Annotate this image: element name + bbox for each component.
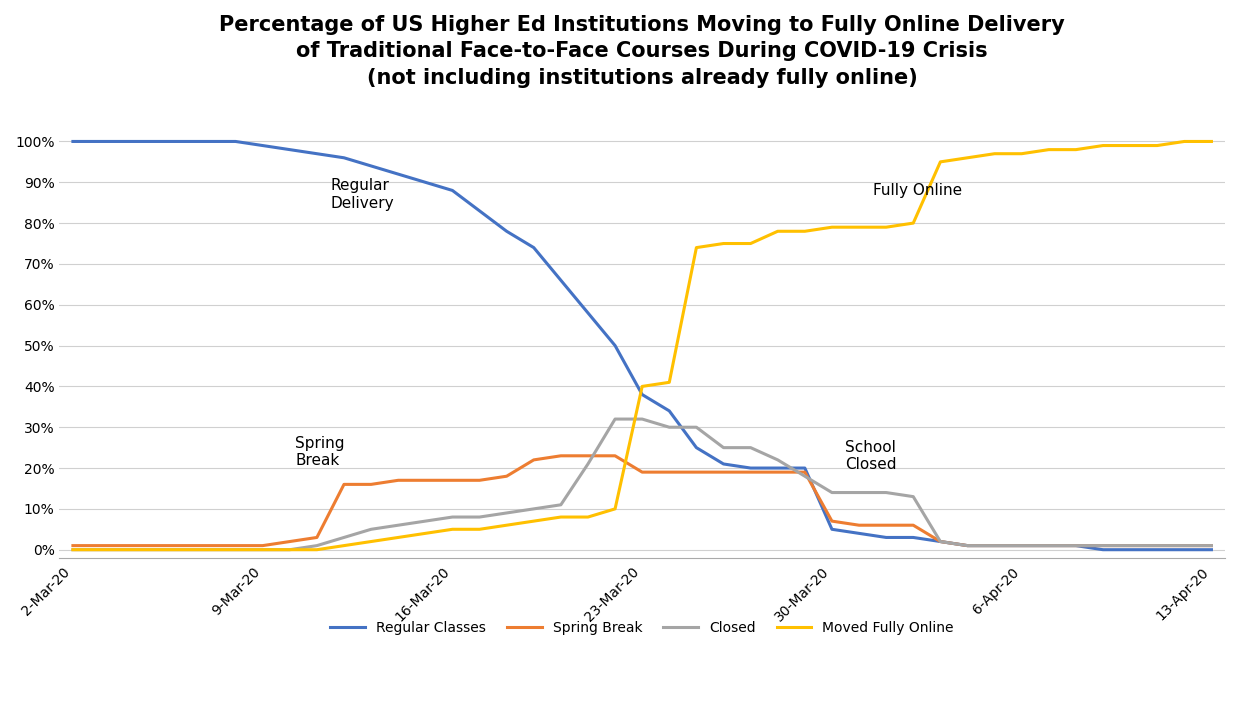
Text: Regular
Delivery: Regular Delivery — [330, 179, 394, 211]
Text: School
Closed: School Closed — [846, 440, 897, 472]
Text: Spring
Break: Spring Break — [295, 436, 345, 468]
Title: Percentage of US Higher Ed Institutions Moving to Fully Online Delivery
of Tradi: Percentage of US Higher Ed Institutions … — [219, 15, 1065, 88]
Text: Fully Online: Fully Online — [873, 183, 962, 198]
Legend: Regular Classes, Spring Break, Closed, Moved Fully Online: Regular Classes, Spring Break, Closed, M… — [325, 616, 960, 641]
